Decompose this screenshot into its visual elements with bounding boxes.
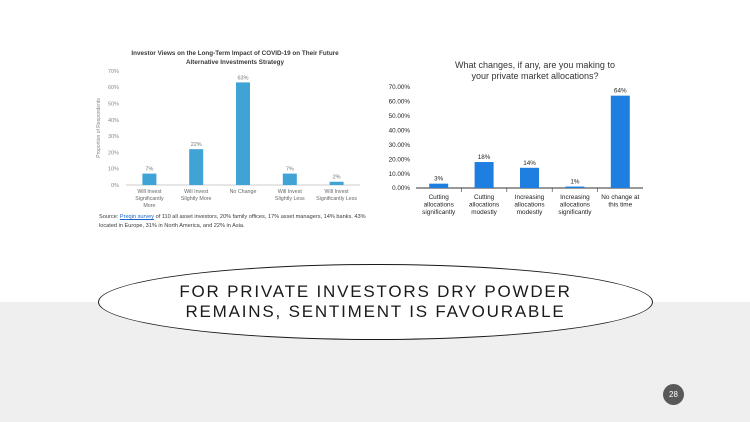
chart2-allocation-changes: 0.00% 10.00% 20.00% 30.00% 40.00% 50.00% 60.00…	[389, 84, 643, 216]
bar	[189, 149, 204, 185]
category-label: No change at	[601, 194, 639, 201]
bar	[520, 167, 539, 188]
category-label: Slightly Less	[275, 196, 305, 202]
category-label: modestly	[517, 209, 543, 216]
data-label: 1%	[570, 179, 580, 186]
category-label: Significantly Less	[316, 196, 357, 202]
category-label: Slightly More	[181, 196, 212, 202]
source-note: Source: Preqin survey of 110 all asset i…	[99, 214, 366, 229]
category-label: Will Invest	[184, 189, 209, 195]
y-tick-label: 40%	[108, 118, 119, 124]
y-tick-label: 30.00%	[389, 142, 411, 149]
data-label: 3%	[434, 176, 444, 183]
y-tick-label: 10.00%	[389, 171, 411, 178]
data-label: 22%	[191, 142, 202, 148]
y-tick-label: 0.00%	[392, 185, 410, 192]
y-tick-label: 60.00%	[389, 99, 411, 106]
category-label: Cutting	[474, 194, 495, 201]
category-label: Increasing	[560, 194, 590, 201]
y-tick-label: 50%	[108, 101, 119, 107]
y-tick-label: 50.00%	[389, 113, 411, 120]
category-label: Will Invest	[278, 189, 303, 195]
category-label: this time	[608, 202, 632, 209]
page-number-badge: 28	[663, 384, 684, 405]
category-label: significantly	[422, 209, 456, 216]
bar	[474, 162, 494, 188]
y-tick-label: 60%	[108, 85, 119, 91]
bar	[565, 186, 585, 188]
data-label: 2%	[333, 175, 341, 181]
category-label: Will Invest	[325, 189, 350, 195]
category-label: significantly	[558, 209, 592, 216]
category-label: allocations	[469, 202, 499, 209]
category-label: Increasing	[515, 194, 545, 201]
category-label: Significantly	[135, 196, 164, 202]
y-tick-label: 70.00%	[389, 84, 411, 91]
chart2-title: What changes, if any, are you making to …	[455, 60, 615, 81]
bar	[429, 183, 449, 188]
category-label: modestly	[471, 209, 497, 216]
category-label: More	[143, 203, 155, 209]
category-label: Will Invest	[137, 189, 162, 195]
data-label: 63%	[237, 75, 248, 81]
y-tick-label: 30%	[108, 134, 119, 140]
bar	[329, 181, 344, 185]
banner-line-2: REMAINS, SENTIMENT IS FAVOURABLE	[185, 302, 566, 321]
category-label: allocations	[560, 202, 590, 209]
bar	[142, 173, 157, 185]
y-tick-label: 40.00%	[389, 127, 411, 134]
chart1-title: Investor Views on the Long-Term Impact o…	[131, 50, 339, 66]
headline-banner: FOR PRIVATE INVESTORS DRY POWDER REMAINS…	[98, 264, 653, 340]
category-label: allocations	[514, 202, 544, 209]
data-label: 64%	[614, 88, 627, 95]
data-label: 14%	[523, 160, 536, 167]
bar	[282, 173, 297, 185]
y-axis-title: Proportion of Respondents	[96, 98, 102, 158]
y-tick-label: 0%	[111, 183, 119, 189]
category-label: Cutting	[429, 194, 450, 201]
y-tick-label: 10%	[108, 167, 119, 173]
bar	[610, 95, 630, 188]
data-label: 7%	[145, 167, 153, 173]
source-link[interactable]: Preqin survey	[119, 214, 155, 220]
data-label: 7%	[286, 167, 294, 173]
banner-line-1: FOR PRIVATE INVESTORS DRY POWDER	[179, 282, 572, 301]
category-label: No Change	[230, 189, 257, 195]
bar	[236, 82, 250, 185]
y-tick-label: 20.00%	[389, 156, 411, 163]
data-label: 18%	[478, 154, 491, 161]
chart1-investor-views: 0%10%20%30%40%50%60%70%7%Will InvestSign…	[96, 69, 360, 209]
y-tick-label: 70%	[108, 69, 119, 75]
category-label: allocations	[424, 202, 454, 209]
y-tick-label: 20%	[108, 150, 119, 156]
